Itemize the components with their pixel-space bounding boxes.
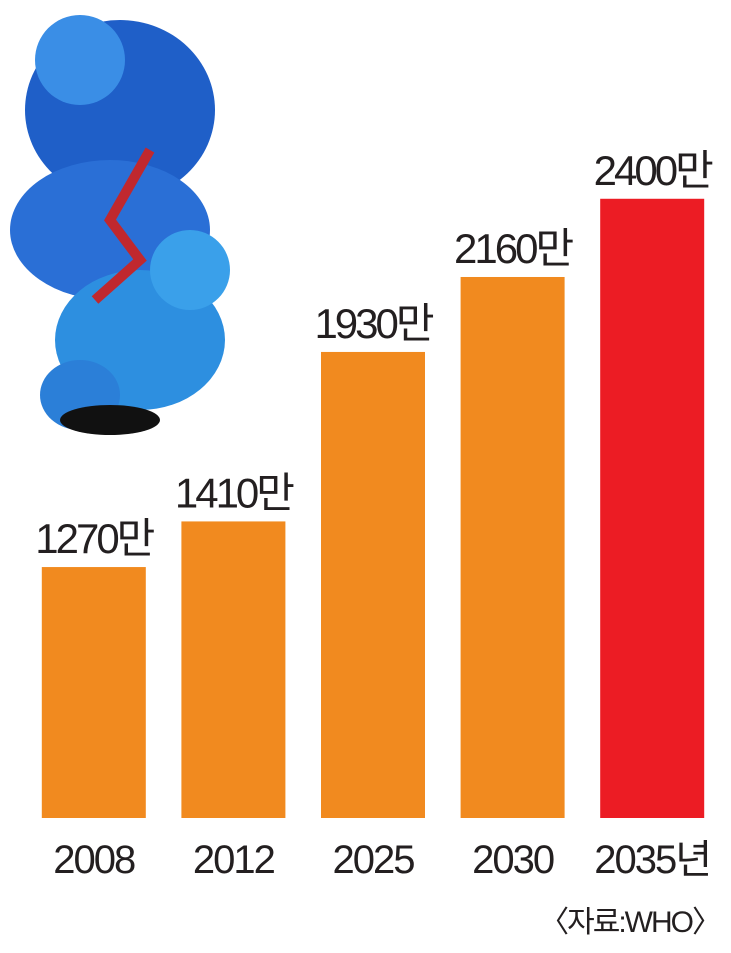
x-tick-label: 2035년 [594,838,710,882]
x-tick-label: 2030 [472,838,554,882]
value-label: 1410만 [175,469,294,516]
value-label: 1270만 [35,515,154,562]
bar [600,198,705,819]
bar [321,351,425,818]
source: 〈자료:WHO〉 [539,906,720,939]
x-tick-label: 2025 [333,838,415,882]
x-tick-label: 2008 [53,838,135,882]
dna-illustration [10,15,230,435]
bar [181,521,286,818]
value-label: 2400만 [594,147,713,194]
bar [460,276,565,818]
bar [41,567,146,818]
value-label: 2160만 [454,225,573,272]
x-tick-label: 2012 [193,838,275,882]
value-label: 1930만 [314,300,433,347]
